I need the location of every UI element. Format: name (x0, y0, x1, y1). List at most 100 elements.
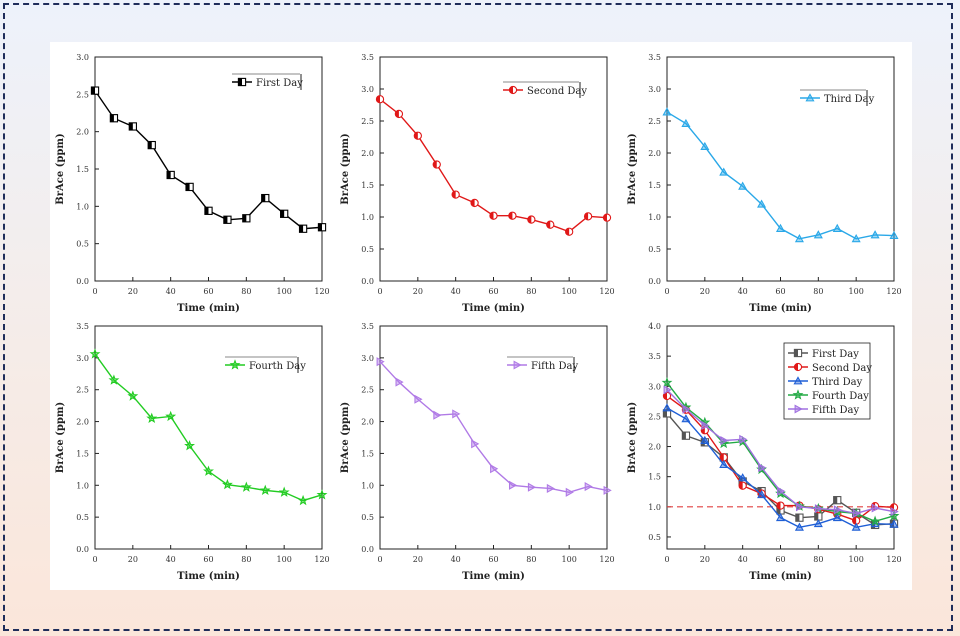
y-tick-label: 3.0 (76, 53, 89, 62)
legend-marker (229, 359, 241, 370)
data-point (700, 435, 710, 444)
x-tick-label: 80 (526, 555, 536, 564)
chart-1: 0.0 0.5 1.0 1.5 2.0 2.5 3.0 0 20 40 60 80 100 120 Time… (55, 53, 330, 314)
data-point (108, 374, 120, 385)
data-point (414, 394, 423, 404)
x-tick-label: 60 (775, 287, 785, 296)
y-tick-label: 1.0 (648, 213, 661, 222)
legend-marker (793, 348, 803, 358)
y-tick-label: 0.0 (76, 277, 89, 286)
data-point (757, 199, 767, 208)
data-point (699, 416, 711, 428)
series-line (666, 407, 895, 529)
data-point (602, 213, 612, 222)
y-tick-label: 1.0 (361, 481, 374, 490)
x-tick-label: 0 (92, 287, 97, 296)
data-point (739, 434, 748, 444)
series-fifth-day (376, 357, 612, 497)
y-tick-label: 2.5 (648, 412, 661, 421)
y-axis-label: BrAce (ppm) (627, 402, 638, 473)
data-point (316, 489, 328, 500)
data-point (204, 206, 213, 215)
x-tick-label: 40 (738, 555, 748, 564)
data-point (852, 516, 861, 525)
y-tick-label: 1.5 (648, 181, 661, 190)
data-point (317, 223, 327, 232)
data-point (758, 463, 767, 473)
data-point (432, 160, 441, 169)
x-tick-label: 120 (599, 287, 614, 296)
data-point (242, 214, 251, 223)
legend-marker (508, 85, 518, 95)
chart-4: 0.0 0.5 1.0 1.5 2.0 2.5 3.0 3.5 0 20 40 60 80 100 120 T… (55, 322, 330, 582)
x-tick-label: 100 (277, 287, 292, 296)
data-point (662, 107, 672, 116)
x-tick-label: 20 (413, 555, 423, 564)
data-point (662, 403, 672, 412)
legend-marker (805, 93, 815, 102)
legend-label: Second Day (527, 86, 587, 97)
x-tick-label: 0 (664, 287, 669, 296)
y-tick-label: 2.5 (648, 117, 661, 126)
legend-marker (792, 389, 804, 400)
data-point (813, 518, 823, 528)
legend: Second Day (503, 81, 587, 98)
legend-label: Fifth Day (531, 361, 578, 372)
y-tick-label: 2.0 (361, 418, 374, 427)
data-point (603, 485, 612, 495)
plot-frame (666, 56, 895, 282)
legend-marker (793, 362, 803, 372)
data-point (776, 501, 785, 510)
data-point (565, 487, 574, 497)
x-tick-label: 40 (166, 555, 176, 564)
data-point (795, 502, 805, 512)
y-tick-label: 1.0 (648, 503, 661, 512)
data-point (757, 490, 767, 499)
y-tick-label: 1.5 (76, 449, 89, 458)
data-point (376, 357, 385, 367)
data-point (832, 512, 842, 522)
y-tick-label: 2.5 (76, 386, 89, 395)
legend-marker (794, 404, 803, 414)
y-tick-label: 2.5 (76, 90, 89, 99)
x-tick-label: 20 (700, 555, 710, 564)
legend-marker (513, 360, 522, 370)
y-tick-label: 0.0 (361, 277, 374, 286)
x-tick-label: 100 (562, 555, 577, 564)
x-tick-label: 120 (314, 555, 329, 564)
y-tick-label: 3.0 (361, 85, 374, 94)
data-point (221, 478, 233, 490)
data-point (794, 522, 804, 531)
x-tick-label: 40 (451, 287, 461, 296)
x-tick-label: 40 (166, 287, 176, 296)
y-tick-label: 3.0 (648, 382, 661, 391)
y-tick-label: 3.0 (76, 354, 89, 363)
chart-5: 0.0 0.5 1.0 1.5 2.0 2.5 3.0 3.5 0 20 40 60 80 100 120 T… (340, 322, 615, 582)
y-tick-label: 0.5 (76, 240, 89, 249)
x-axis-label: Time (min) (462, 571, 525, 582)
data-point (223, 215, 232, 224)
x-tick-label: 0 (377, 287, 382, 296)
dashed-frame (3, 3, 953, 631)
data-point (166, 170, 175, 180)
x-tick-label: 20 (128, 555, 138, 564)
legend-label: Fourth Day (812, 391, 869, 402)
data-point (489, 211, 498, 220)
legend: Third Day (800, 89, 875, 106)
y-axis-label: BrAce (ppm) (340, 133, 351, 204)
x-tick-label: 120 (886, 555, 901, 564)
y-tick-label: 3.5 (648, 352, 661, 361)
y-tick-label: 1.0 (361, 213, 374, 222)
data-point (869, 515, 881, 526)
y-tick-label: 2.0 (76, 418, 89, 427)
y-axis-label: BrAce (ppm) (340, 402, 351, 473)
data-point (681, 431, 691, 440)
data-point (583, 212, 593, 221)
y-tick-label: 3.5 (361, 322, 374, 331)
y-tick-label: 2.5 (361, 117, 374, 126)
data-point (470, 198, 479, 208)
data-point (471, 439, 480, 449)
y-axis-label: BrAce (ppm) (627, 133, 638, 204)
data-point (871, 503, 880, 513)
